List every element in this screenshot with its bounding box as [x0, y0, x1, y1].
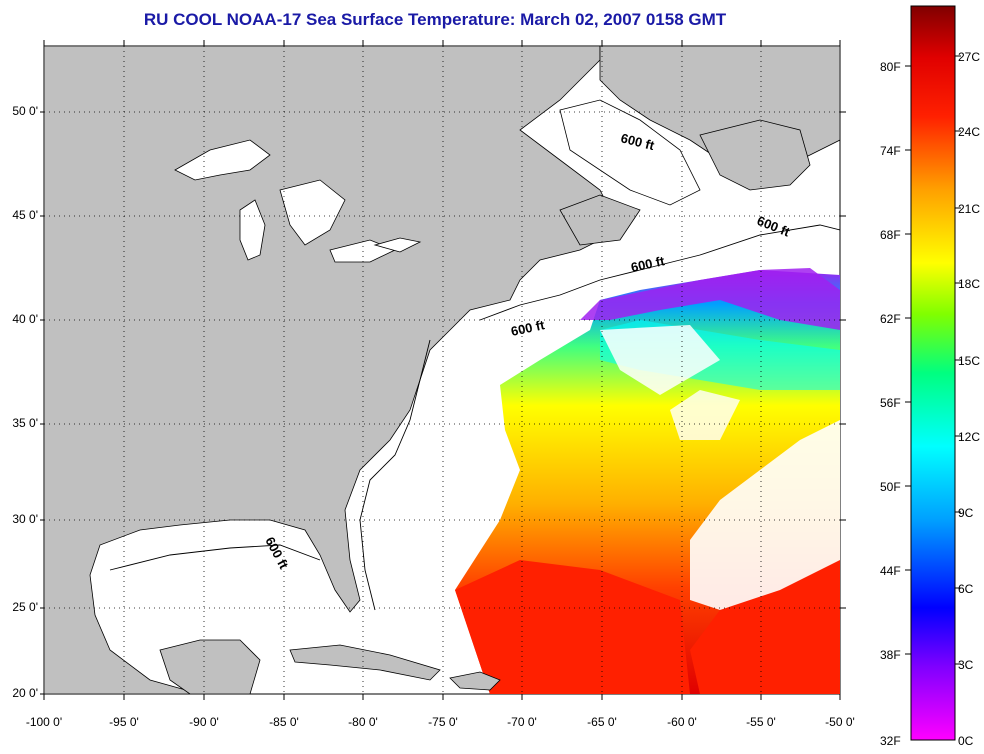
colorbar-f-label: 56F [880, 396, 901, 410]
lat-label: 45 0' [12, 208, 38, 222]
colorbar-c-label: 9C [958, 506, 974, 520]
graticule [44, 46, 840, 694]
colorbar-f-label: 74F [880, 144, 901, 158]
lat-label: 35 0' [12, 416, 38, 430]
axis-ticks [40, 40, 846, 700]
colorbar-f-label: 68F [880, 228, 901, 242]
colorbar-c-label: 12C [958, 430, 981, 444]
lat-label: 25 0' [12, 600, 38, 614]
colorbar-f-label: 50F [880, 480, 901, 494]
lat-label: 50 0' [12, 104, 38, 118]
colorbar-f-label: 44F [880, 564, 901, 578]
colorbar-c-label: 6C [958, 582, 974, 596]
lon-label: -95 0' [109, 715, 139, 729]
colorbar-f-label: 62F [880, 312, 901, 326]
lon-label: -55 0' [746, 715, 776, 729]
lon-label: -85 0' [269, 715, 299, 729]
land [44, 46, 840, 694]
great-lakes [174, 99, 701, 263]
isobath-label: 600 ft [510, 317, 547, 339]
lon-label: -65 0' [587, 715, 617, 729]
colorbar-c-label: 15C [958, 354, 981, 368]
colorbar-f-label: 32F [880, 734, 901, 748]
lon-label: -80 0' [348, 715, 378, 729]
lon-label: -90 0' [189, 715, 219, 729]
colorbar-c-label: 27C [958, 50, 981, 64]
colorbar [910, 5, 956, 741]
colorbar-f-label: 80F [880, 60, 901, 74]
lon-label: -75 0' [428, 715, 458, 729]
colorbar-c-label: 0C [958, 734, 974, 748]
colorbar-c-label: 18C [958, 277, 981, 291]
colorbar-ticks [905, 55, 961, 665]
lat-label: 20 0' [12, 686, 38, 700]
lon-label: -70 0' [507, 715, 537, 729]
lon-label: -60 0' [667, 715, 697, 729]
colorbar-c-label: 3C [958, 658, 974, 672]
sst-swath [455, 268, 840, 694]
map-title: RU COOL NOAA-17 Sea Surface Temperature:… [143, 10, 727, 29]
colorbar-f-label: 38F [880, 648, 901, 662]
colorbar-c-label: 21C [958, 202, 981, 216]
lat-label: 30 0' [12, 512, 38, 526]
lat-label: 40 0' [12, 312, 38, 326]
lon-label: -50 0' [825, 715, 855, 729]
lon-label: -100 0' [25, 715, 63, 729]
isobath-600ft [109, 224, 840, 611]
colorbar-c-label: 24C [958, 125, 981, 139]
isobath-label: 600 ft [630, 253, 667, 275]
